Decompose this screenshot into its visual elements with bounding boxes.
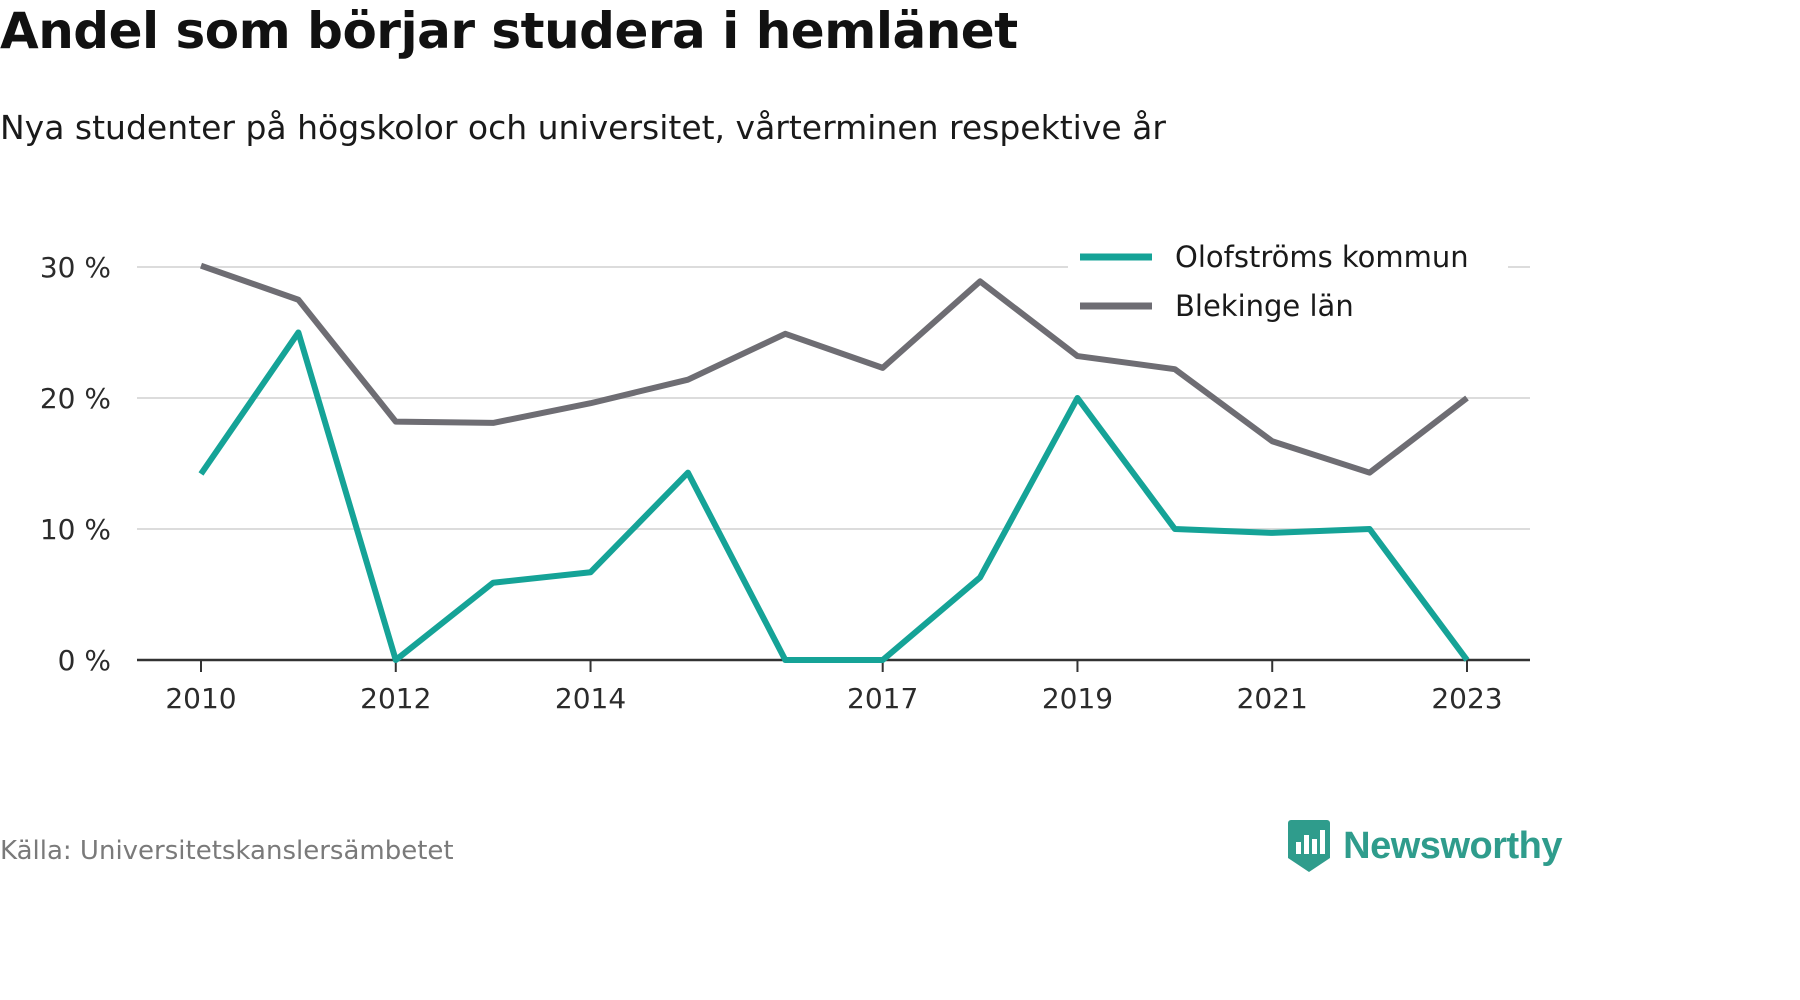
y-tick-label: 0 % — [58, 644, 111, 677]
y-tick-label: 30 % — [40, 251, 111, 284]
x-tick-label: 2021 — [1237, 682, 1308, 715]
x-tick-label: 2012 — [360, 682, 431, 715]
x-tick-label: 2019 — [1042, 682, 1113, 715]
y-tick-label: 20 % — [40, 382, 111, 415]
y-axis-tick-labels: 0 % 10 % 20 % 30 % — [40, 251, 111, 677]
x-tick-label: 2014 — [555, 682, 626, 715]
x-tick-label: 2023 — [1431, 682, 1502, 715]
brand-logo: Newsworthy — [1287, 818, 1562, 874]
legend: Olofströms kommun Blekinge län — [1068, 232, 1508, 332]
x-tick-label: 2017 — [847, 682, 918, 715]
newsworthy-logo-icon — [1288, 820, 1331, 872]
brand-name: Newsworthy — [1343, 824, 1562, 867]
line-chart: 0 % 10 % 20 % 30 % 2010 2012 2014 2017 2019 2021… — [39, 232, 1530, 715]
legend-label: Olofströms kommun — [1175, 240, 1469, 274]
legend-label: Blekinge län — [1175, 289, 1354, 323]
y-tick-label: 10 % — [40, 513, 111, 546]
legend-background — [1068, 232, 1508, 332]
series-line-blekinge-lan — [200, 262, 1469, 476]
chart-title: Andel som börjar studera i hemlänet — [0, 2, 1018, 60]
series-line-olofstroms-kommun — [198, 329, 1470, 663]
source-note: Källa: Universitetskanslersämbetet — [0, 836, 454, 866]
chart-subtitle: Nya studenter på högskolor och universit… — [0, 108, 1166, 147]
x-axis: 2010 2012 2014 2017 2019 2021 2023 — [137, 658, 1530, 715]
series-lines — [198, 262, 1470, 663]
x-tick-label: 2010 — [165, 682, 236, 715]
